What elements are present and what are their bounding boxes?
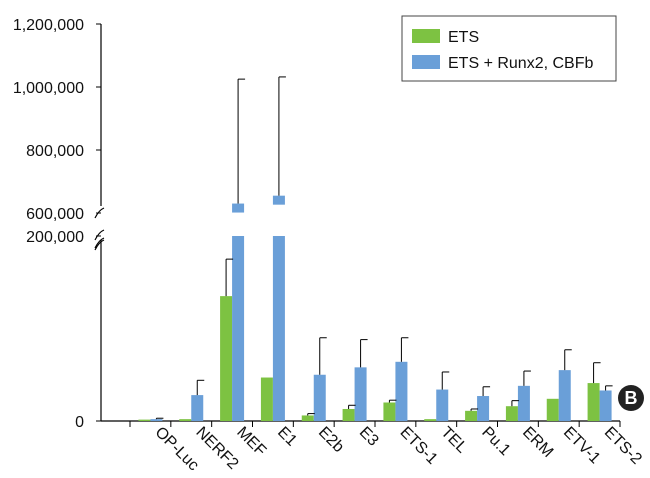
panel-badge: B (618, 385, 644, 411)
axis-break-upper-2 (94, 239, 105, 251)
bar-ets (546, 398, 559, 421)
axis-break-upper (94, 207, 105, 219)
bar-ets (383, 402, 396, 421)
bar-ets (342, 408, 355, 421)
y-tick-200000-label: 200,000 (26, 229, 84, 246)
bar-ets-runx2 (558, 370, 571, 421)
bars (138, 195, 612, 421)
bar-ets (260, 377, 273, 421)
panel-badge-circle (618, 385, 644, 411)
legend-box (401, 15, 617, 82)
x-tick-label: NERF2 (192, 424, 241, 473)
bar-ets-runx2-upper (232, 203, 245, 213)
y-tick-0-label: 0 (75, 414, 84, 431)
bar-ets-runx2 (354, 367, 367, 421)
axis-break-lower (94, 229, 105, 249)
x-tick-label: OP-Luc (152, 424, 202, 474)
y-axis-ticks: 0 200,000 600,000 800,000 1,000,000 1,200,000 (13, 17, 101, 431)
legend-label-ets-runx2: ETS + Runx2, CBFb (448, 55, 593, 72)
x-tick-label: TEL (437, 424, 470, 457)
x-tick-label: MEF (233, 424, 269, 460)
x-tick-label: ETS-2 (601, 424, 645, 468)
x-tick-label: ERM (519, 424, 556, 461)
y-tick-600000-label: 600,000 (26, 206, 84, 223)
x-tick-label: ETS-1 (397, 424, 441, 468)
panel-label: B (625, 388, 638, 408)
bar-ets-runx2 (313, 374, 326, 421)
bar-ets (138, 419, 151, 421)
bar-ets (505, 406, 518, 421)
axes (94, 24, 621, 427)
bar-ets-runx2-upper (272, 195, 285, 205)
error-bars (155, 76, 613, 420)
x-tick-label: E1 (274, 424, 300, 450)
bar-ets-runx2 (477, 396, 490, 421)
bar-ets (587, 383, 600, 421)
y-tick-1200000-label: 1,200,000 (13, 17, 84, 34)
bar-ets (179, 419, 192, 421)
x-tick-label: ETV-1 (560, 424, 604, 468)
y-tick-1000000-label: 1,000,000 (13, 80, 84, 97)
legend-swatch-ets-runx2 (412, 55, 440, 69)
legend: ETS ETS + Runx2, CBFb (401, 15, 617, 82)
bar-ets-runx2 (436, 389, 449, 421)
x-tick-label: Pu.1 (478, 424, 513, 459)
bar-ets (301, 415, 314, 421)
x-tick-label: E3 (356, 424, 382, 450)
bar-ets (465, 410, 478, 421)
x-tick-label: E2b (315, 424, 347, 456)
bar-ets-runx2 (191, 395, 204, 421)
legend-swatch-ets (412, 29, 440, 43)
bar-ets-runx2 (517, 385, 530, 421)
bar-ets (220, 296, 233, 421)
bar-ets (424, 419, 437, 421)
bar-ets-runx2 (395, 361, 408, 421)
bar-ets-runx2 (150, 419, 163, 421)
bar-ets-runx2-lower (232, 236, 245, 421)
legend-label-ets: ETS (448, 29, 479, 46)
y-tick-800000-label: 800,000 (26, 143, 84, 160)
bar-ets-runx2-lower (272, 236, 285, 421)
bar-ets-runx2 (599, 390, 612, 421)
